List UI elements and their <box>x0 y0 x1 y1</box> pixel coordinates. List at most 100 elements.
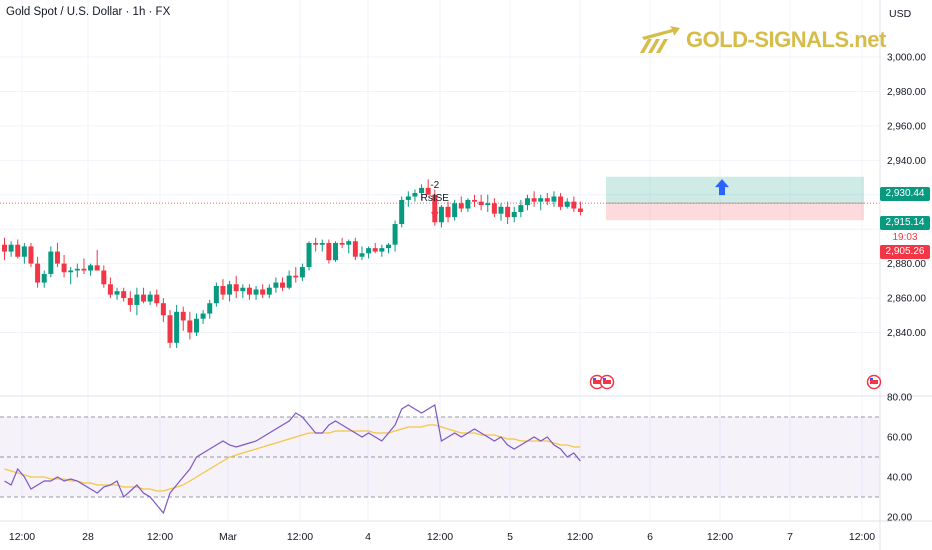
candle[interactable] <box>233 275 239 299</box>
candle[interactable] <box>35 256 41 288</box>
candle[interactable] <box>54 242 60 268</box>
candle[interactable] <box>511 206 517 223</box>
candle[interactable] <box>333 241 338 262</box>
candle[interactable] <box>207 299 213 319</box>
candle[interactable] <box>465 198 471 212</box>
candle[interactable] <box>538 194 544 211</box>
candle[interactable] <box>61 255 67 278</box>
candle[interactable] <box>505 201 511 225</box>
candle[interactable] <box>319 239 325 252</box>
candle[interactable] <box>286 270 292 290</box>
us-flag-event-icon[interactable] <box>599 374 615 390</box>
candle[interactable] <box>127 291 133 312</box>
candle[interactable] <box>306 241 312 271</box>
candle[interactable] <box>326 239 332 264</box>
candle[interactable] <box>518 199 524 218</box>
candle[interactable] <box>571 196 577 212</box>
candle[interactable] <box>299 263 305 281</box>
candle[interactable] <box>174 304 180 348</box>
candle[interactable] <box>372 242 378 254</box>
candle[interactable] <box>498 203 504 221</box>
candle-body <box>306 242 312 268</box>
candle[interactable] <box>544 193 550 206</box>
candle[interactable] <box>227 280 233 302</box>
candle[interactable] <box>293 267 299 283</box>
candle[interactable] <box>187 311 193 340</box>
candle[interactable] <box>81 258 87 274</box>
candle[interactable] <box>147 291 153 305</box>
candle[interactable] <box>419 184 425 200</box>
candle[interactable] <box>438 205 444 228</box>
candle[interactable] <box>160 298 166 323</box>
candle[interactable] <box>359 246 365 261</box>
candle[interactable] <box>412 189 418 202</box>
candle[interactable] <box>458 196 464 212</box>
candle[interactable] <box>94 249 100 271</box>
candle[interactable] <box>114 287 120 300</box>
candle[interactable] <box>551 191 557 207</box>
candle[interactable] <box>213 282 219 307</box>
candle[interactable] <box>558 193 564 211</box>
candle[interactable] <box>266 284 272 299</box>
candle[interactable] <box>366 246 372 259</box>
candle[interactable] <box>280 277 286 292</box>
candle[interactable] <box>28 242 34 268</box>
candle[interactable] <box>101 265 107 288</box>
candle[interactable] <box>352 237 358 261</box>
candle-body <box>147 294 153 302</box>
candle[interactable] <box>154 289 160 307</box>
candle[interactable] <box>472 194 478 207</box>
candle[interactable] <box>240 284 246 299</box>
candle[interactable] <box>531 191 537 207</box>
candle[interactable] <box>392 220 398 252</box>
us-flag-event-icon[interactable] <box>866 374 882 390</box>
candle[interactable] <box>253 286 259 300</box>
candle[interactable] <box>339 237 345 249</box>
candle[interactable] <box>260 284 266 299</box>
candle[interactable] <box>134 287 140 316</box>
candle[interactable] <box>220 279 226 300</box>
candle[interactable] <box>564 198 570 209</box>
candle[interactable] <box>74 263 80 278</box>
candle[interactable] <box>21 242 27 264</box>
candle[interactable] <box>379 244 385 257</box>
candle[interactable] <box>425 179 431 195</box>
candle[interactable] <box>167 310 173 348</box>
candle[interactable] <box>478 194 484 211</box>
candle[interactable] <box>8 241 14 257</box>
candle[interactable] <box>193 313 199 336</box>
candle[interactable] <box>141 287 147 304</box>
event-flash-icon[interactable] <box>589 374 605 390</box>
candle[interactable] <box>491 198 497 218</box>
candle[interactable] <box>68 267 74 285</box>
candle[interactable] <box>385 242 391 254</box>
candle[interactable] <box>88 263 94 276</box>
candle[interactable] <box>180 306 186 331</box>
candle[interactable] <box>200 310 206 324</box>
candle[interactable] <box>41 270 47 288</box>
candle[interactable] <box>452 199 458 221</box>
symbol-title[interactable]: Gold Spot / U.S. Dollar · 1h · FX <box>6 6 171 18</box>
candle[interactable] <box>405 191 411 207</box>
candle[interactable] <box>2 237 7 261</box>
candle[interactable] <box>399 196 405 228</box>
candle[interactable] <box>313 237 319 252</box>
candle[interactable] <box>346 239 352 254</box>
price-tick-label: 2,840.00 <box>887 328 926 339</box>
stop-zone[interactable] <box>606 203 864 221</box>
candle[interactable] <box>107 277 113 299</box>
candle[interactable] <box>48 246 54 278</box>
candle[interactable] <box>524 194 530 211</box>
candle[interactable] <box>273 277 279 293</box>
candle[interactable] <box>445 201 451 223</box>
candle-body <box>326 242 332 261</box>
target-zone[interactable] <box>606 176 864 204</box>
currency-label[interactable]: USD <box>889 8 912 20</box>
candle[interactable] <box>15 239 21 259</box>
candle-body <box>558 196 564 207</box>
candle[interactable] <box>246 284 252 300</box>
candle[interactable] <box>577 201 583 216</box>
candle[interactable] <box>121 287 127 302</box>
candle[interactable] <box>485 194 491 212</box>
